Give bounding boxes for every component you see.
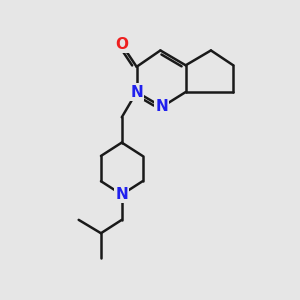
- Text: N: N: [155, 99, 168, 114]
- Text: N: N: [130, 85, 143, 100]
- Text: O: O: [115, 37, 128, 52]
- Text: N: N: [116, 187, 128, 202]
